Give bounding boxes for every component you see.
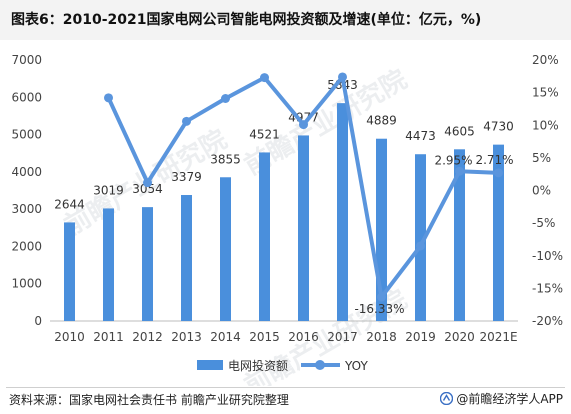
bar xyxy=(337,103,348,321)
legend-bar-label: 电网投资额 xyxy=(228,358,288,373)
right-tick-label: -20% xyxy=(532,314,563,328)
x-tick-label: 2018 xyxy=(366,330,397,344)
bar-value-label: 3054 xyxy=(132,182,163,196)
legend-line-label: YOY xyxy=(344,359,368,373)
x-tick-label: 2019 xyxy=(405,330,436,344)
right-tick-label: 10% xyxy=(532,118,559,132)
footer-divider xyxy=(6,387,565,388)
left-tick-label: 1000 xyxy=(11,277,42,291)
bar-value-label: 3855 xyxy=(210,152,241,166)
bar xyxy=(493,144,504,321)
right-tick-label: -15% xyxy=(532,281,563,295)
left-tick-label: 2000 xyxy=(11,239,42,253)
bar xyxy=(64,222,75,321)
yoy-point xyxy=(455,166,464,176)
yoy-value-label: -16.33% xyxy=(354,302,404,316)
yoy-value-label: 2.95% xyxy=(434,153,472,167)
bar-value-label: 4473 xyxy=(405,129,436,143)
left-tick-label: 7000 xyxy=(11,53,42,67)
yoy-line-series xyxy=(104,72,503,302)
bar-value-label: 3379 xyxy=(171,170,202,184)
x-tick-label: 2013 xyxy=(171,330,202,344)
left-tick-label: 5000 xyxy=(11,128,42,142)
yoy-point xyxy=(221,93,230,103)
x-tick-label: 2014 xyxy=(210,330,241,344)
bar-value-label: 4889 xyxy=(366,114,397,128)
source-note: 资料来源：国家电网社会责任书 前瞻产业研究院整理 xyxy=(9,393,289,407)
bar xyxy=(259,152,270,321)
bar-value-label: 3019 xyxy=(93,183,124,197)
legend-line-marker xyxy=(315,360,325,370)
yoy-value-label: 2.71% xyxy=(475,153,513,167)
x-tick-label: 2015 xyxy=(249,330,280,344)
right-tick-label: 0% xyxy=(532,184,551,198)
left-tick-label: 3000 xyxy=(11,202,42,216)
x-tick-label: 2010 xyxy=(54,330,85,344)
chart-title: 图表6：2010-2021国家电网公司智能电网投资额及增速(单位：亿元，%) xyxy=(0,0,571,40)
bar-value-label: 4605 xyxy=(444,124,475,138)
bar-series xyxy=(64,103,504,321)
yoy-point xyxy=(377,292,386,302)
bar xyxy=(181,195,192,321)
left-tick-label: 0 xyxy=(34,314,42,328)
right-tick-label: 5% xyxy=(532,151,551,165)
bar-value-label: 2644 xyxy=(54,197,85,211)
right-tick-label: 15% xyxy=(532,86,559,100)
yoy-point xyxy=(260,73,269,83)
yoy-point xyxy=(182,116,191,126)
yoy-point xyxy=(494,168,503,178)
bar-value-label: 4521 xyxy=(249,127,280,141)
left-tick-label: 4000 xyxy=(11,165,42,179)
legend: 电网投资额 YOY xyxy=(197,358,368,373)
brand-credit: @前瞻经济学人APP xyxy=(440,390,563,407)
x-tick-label: 2017 xyxy=(327,330,358,344)
yoy-point xyxy=(143,178,152,188)
right-tick-label: 20% xyxy=(532,53,559,67)
bar xyxy=(454,149,465,321)
x-tick-label: 2012 xyxy=(132,330,163,344)
right-tick-label: -5% xyxy=(532,216,555,230)
bar xyxy=(103,208,114,321)
bar xyxy=(220,177,231,321)
x-tick-label: 2021E xyxy=(479,330,517,344)
x-axis: 2010 2011 2012 2013 2014 2015 2016 2017 2018 2019… xyxy=(50,320,518,344)
legend-bar-swatch xyxy=(197,360,223,370)
x-tick-label: 2011 xyxy=(93,330,124,344)
yoy-point xyxy=(299,120,308,130)
bar xyxy=(298,135,309,321)
right-y-axis: -20% -15% -10% -5% 0% 5% 10% 15% 20% xyxy=(532,53,563,328)
left-tick-label: 6000 xyxy=(11,90,42,104)
left-y-axis: 0 1000 2000 3000 4000 5000 6000 7000 xyxy=(11,53,42,328)
yoy-point xyxy=(416,241,425,251)
yoy-point xyxy=(104,93,113,103)
bar xyxy=(142,207,153,321)
x-tick-label: 2020 xyxy=(444,330,475,344)
bar-value-label: 4730 xyxy=(483,120,514,134)
yoy-data-labels: -16.33% 2.95% 2.71% xyxy=(354,153,513,316)
brand-logo-icon xyxy=(440,392,454,405)
right-tick-label: -10% xyxy=(532,249,563,263)
brand-text: @前瞻经济学人APP xyxy=(456,392,563,406)
yoy-point xyxy=(338,72,347,82)
x-tick-label: 2016 xyxy=(288,330,319,344)
bar xyxy=(376,138,387,321)
bar xyxy=(415,154,426,321)
